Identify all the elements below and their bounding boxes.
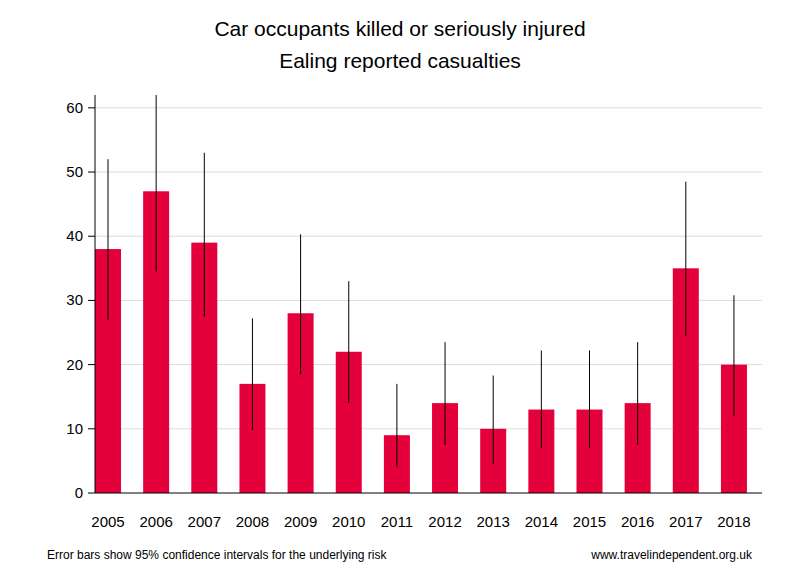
- error-bar: [396, 384, 397, 467]
- x-tick-label: 2012: [428, 513, 461, 530]
- x-tick-label: 2016: [621, 513, 654, 530]
- y-tick: [88, 300, 95, 301]
- x-tick-label: 2005: [91, 513, 124, 530]
- error-bar: [108, 159, 109, 319]
- x-tick-label: 2009: [284, 513, 317, 530]
- error-bar: [300, 234, 301, 374]
- grid-line: [95, 172, 762, 173]
- y-tick-label: 30: [66, 291, 83, 308]
- y-tick-label: 60: [66, 99, 83, 116]
- error-bar: [541, 350, 542, 448]
- y-tick: [88, 107, 95, 108]
- x-tick-label: 2006: [139, 513, 172, 530]
- y-tick: [88, 172, 95, 173]
- x-tick-label: 2018: [717, 513, 750, 530]
- error-bar: [252, 318, 253, 430]
- y-axis: [95, 95, 96, 493]
- subtitle: Ealing reported casualties: [279, 49, 521, 72]
- x-tick-label: 2008: [236, 513, 269, 530]
- error-bar: [204, 153, 205, 317]
- x-tick-label: 2014: [525, 513, 558, 530]
- y-tick: [88, 493, 95, 494]
- y-tick: [88, 364, 95, 365]
- error-bar: [589, 350, 590, 448]
- source: www.travelindependent.org.uk: [590, 548, 753, 562]
- y-tick-label: 40: [66, 227, 83, 244]
- y-tick: [88, 236, 95, 237]
- grid-line: [95, 236, 762, 237]
- error-bar: [493, 376, 494, 465]
- error-bar: [156, 95, 157, 272]
- x-tick-label: 2015: [573, 513, 606, 530]
- x-tick-label: 2013: [477, 513, 510, 530]
- error-bar: [637, 342, 638, 445]
- title: Car occupants killed or seriously injure…: [214, 17, 585, 40]
- grid-line: [95, 107, 762, 108]
- y-tick-label: 50: [66, 163, 83, 180]
- x-axis: [95, 493, 762, 494]
- x-tick-label: 2017: [669, 513, 702, 530]
- x-tick-label: 2007: [188, 513, 221, 530]
- error-bar: [348, 281, 349, 403]
- y-tick-label: 20: [66, 356, 83, 373]
- y-tick-label: 10: [66, 420, 83, 437]
- error-bar: [685, 182, 686, 336]
- error-bar: [733, 295, 734, 416]
- note: Error bars show 95% confidence intervals…: [47, 548, 387, 562]
- bars: [95, 95, 747, 493]
- error-bar: [445, 342, 446, 445]
- x-tick-label: 2010: [332, 513, 365, 530]
- y-tick: [88, 428, 95, 429]
- chart: Car occupants killed or seriously injure…: [0, 0, 800, 580]
- x-tick-label: 2011: [381, 513, 413, 530]
- y-tick-label: 0: [75, 484, 83, 501]
